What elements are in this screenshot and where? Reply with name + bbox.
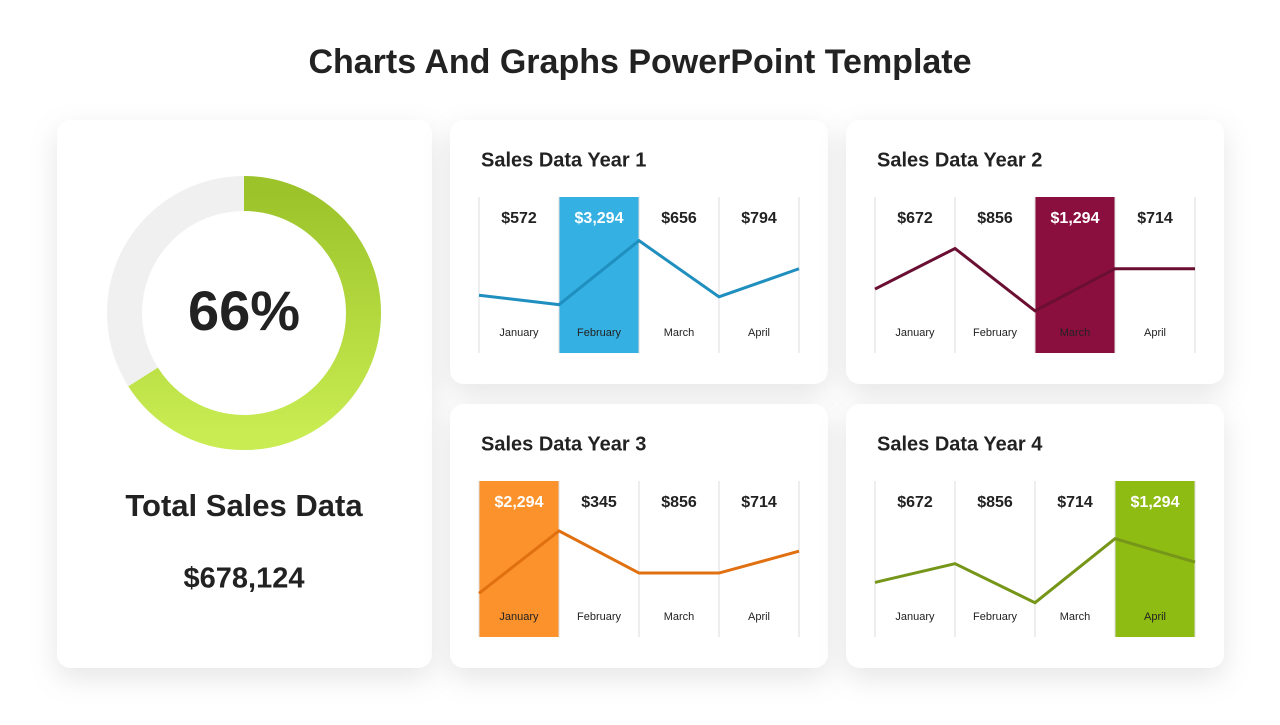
total: $678,124 (184, 563, 305, 595)
highlight-column (479, 481, 559, 637)
category-label: March (664, 611, 695, 623)
value-label: $572 (501, 210, 537, 227)
value-label: $1,294 (1051, 210, 1100, 227)
category-label: April (748, 611, 770, 623)
value-label: $672 (897, 494, 933, 511)
donut-label: 66% (188, 279, 300, 342)
category-label: February (577, 611, 622, 623)
category-label: April (1144, 611, 1166, 623)
value-label: $856 (977, 210, 1013, 227)
category-label: January (499, 327, 539, 339)
value-label: $714 (1137, 210, 1173, 227)
category-label: March (664, 327, 695, 339)
caption: Total Sales Data (125, 488, 363, 523)
value-label: $1,294 (1131, 494, 1180, 511)
value-label: $672 (897, 210, 933, 227)
donut-arc (128, 176, 381, 450)
category-label: February (973, 611, 1018, 623)
panel-title: Sales Data Year 2 (877, 149, 1042, 171)
value-label: $856 (661, 494, 697, 511)
value-label: $2,294 (495, 494, 544, 511)
highlight-column (559, 197, 639, 353)
value-label: $714 (1057, 494, 1093, 511)
value-label: $714 (741, 494, 777, 511)
category-label: February (577, 327, 622, 339)
category-label: March (1060, 327, 1091, 339)
category-label: April (1144, 327, 1166, 339)
value-label: $856 (977, 494, 1013, 511)
value-label: $656 (661, 210, 697, 227)
slide-title: Charts And Graphs PowerPoint Template (308, 43, 971, 81)
value-label: $794 (741, 210, 777, 227)
panel-title: Sales Data Year 4 (877, 433, 1043, 455)
category-label: January (895, 327, 935, 339)
category-label: January (499, 611, 539, 623)
panel-title: Sales Data Year 1 (481, 149, 646, 171)
value-label: $345 (581, 494, 617, 511)
panel-title: Sales Data Year 3 (481, 433, 646, 455)
category-label: January (895, 611, 935, 623)
trend-line (874, 537, 1196, 605)
trend-line (874, 246, 1195, 313)
category-label: April (748, 327, 770, 339)
trend-line (478, 529, 800, 595)
trend-line (478, 238, 800, 307)
value-label: $3,294 (575, 210, 624, 227)
category-label: February (973, 327, 1018, 339)
category-label: March (1060, 611, 1091, 623)
